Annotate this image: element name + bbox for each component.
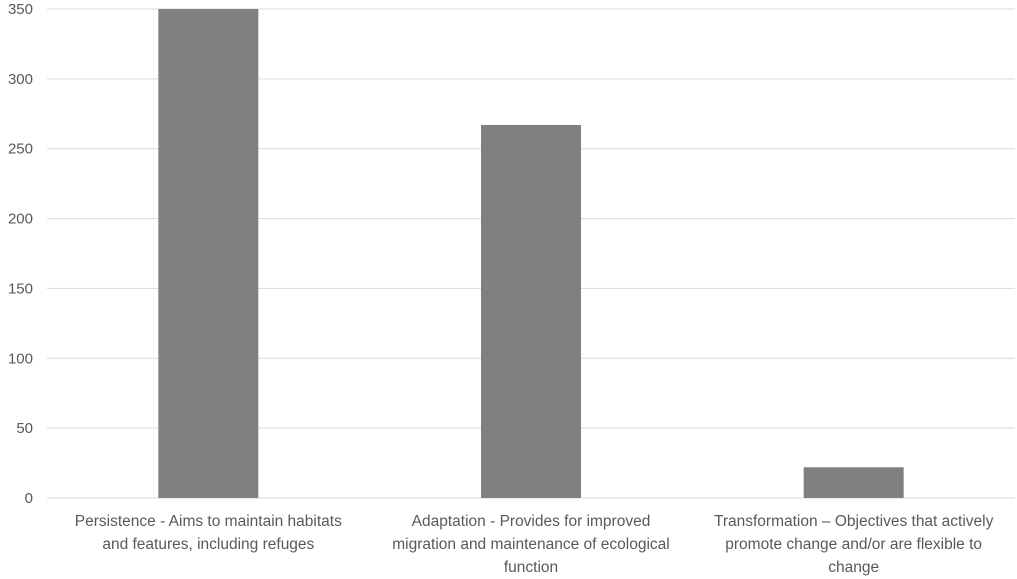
x-category-label-line: Adaptation - Provides for improved <box>411 513 651 530</box>
x-category-label-line: Persistence - Aims to maintain habitats <box>74 513 342 530</box>
bar-2 <box>803 467 904 498</box>
x-category-label-line: migration and maintenance of ecological <box>392 536 670 553</box>
y-tick-label: 350 <box>8 1 33 18</box>
y-tick-label: 50 <box>16 420 33 437</box>
bar-1 <box>481 124 581 498</box>
bar-0 <box>158 9 259 498</box>
y-tick-label: 0 <box>25 490 33 507</box>
y-axis-ticks: 0 50 100 150 200 250 300 350 <box>8 1 33 507</box>
x-category-label-line: function <box>503 559 559 576</box>
x-category-label-line: and features, including refuges <box>102 536 315 553</box>
x-category-label-adaptation: Adaptation - Provides for improved migrat… <box>374 510 689 579</box>
x-category-label-line: promote change and/or are flexible to <box>725 536 983 553</box>
bars <box>158 9 904 498</box>
x-category-label-transformation: Transformation – Objectives that activel… <box>696 510 1011 579</box>
y-tick-label: 200 <box>8 211 33 228</box>
y-tick-label: 300 <box>8 71 33 88</box>
x-category-label-line: change <box>828 559 880 576</box>
y-tick-label: 250 <box>8 141 33 158</box>
x-category-label-persistence: Persistence - Aims to maintain habitats a… <box>51 510 366 556</box>
y-tick-label: 100 <box>8 350 33 367</box>
y-tick-label: 150 <box>8 280 33 297</box>
x-category-label-line: Transformation – Objectives that activel… <box>713 513 994 530</box>
